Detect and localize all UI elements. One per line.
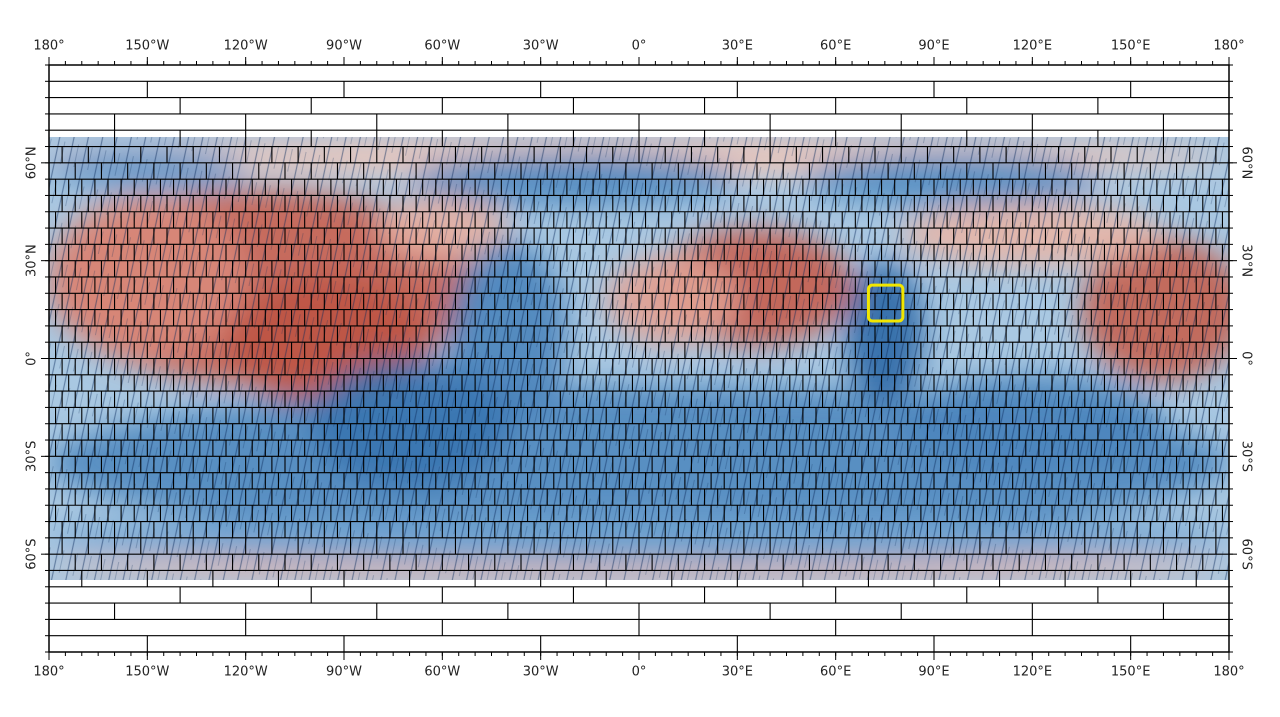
lon-label: 30°E [722, 665, 753, 680]
lon-label: 120°W [224, 39, 268, 54]
tile-grid [49, 80, 1229, 652]
lon-label: 180° [33, 39, 64, 54]
lon-label: 120°W [224, 665, 268, 680]
lon-label: 150°E [1111, 665, 1151, 680]
lon-label: 180° [1213, 665, 1244, 680]
lon-label: 30°W [523, 665, 559, 680]
lon-label: 120°E [1013, 665, 1053, 680]
lon-label: 150°W [125, 665, 169, 680]
lon-label: 180° [1213, 39, 1244, 54]
lat-label: 30°S [1239, 441, 1254, 472]
lon-label: 30°E [722, 39, 753, 54]
lat-label: 60°S [1239, 539, 1254, 570]
lat-label: 60°N [1239, 146, 1254, 179]
lon-label: 150°W [125, 39, 169, 54]
lon-label: 180° [33, 665, 64, 680]
lon-label: 60°W [424, 39, 460, 54]
lat-label: 0° [25, 351, 40, 366]
lon-label: 150°E [1111, 39, 1151, 54]
lat-label: 30°S [25, 441, 40, 472]
lon-label: 90°W [326, 665, 362, 680]
lat-label: 30°N [25, 244, 40, 277]
axis-labels: 180° 180° 150°W 150°W 120°W 120°W 90°W 90°W 60°W… [25, 39, 1254, 680]
lon-label: 60°E [820, 39, 851, 54]
lon-label: 0° [632, 665, 647, 680]
lat-label: 0° [1239, 351, 1254, 366]
lon-label: 90°W [326, 39, 362, 54]
highlight-box [866, 283, 905, 323]
lon-label: 120°E [1013, 39, 1053, 54]
lon-label: 90°E [918, 665, 949, 680]
lon-label: 0° [632, 39, 647, 54]
lon-label: 90°E [918, 39, 949, 54]
lat-label: 60°S [25, 539, 40, 570]
lon-label: 60°E [820, 665, 851, 680]
lon-label: 30°W [523, 39, 559, 54]
lon-label: 60°W [424, 665, 460, 680]
lat-label: 30°N [1239, 244, 1254, 277]
lat-label: 60°N [25, 146, 40, 179]
